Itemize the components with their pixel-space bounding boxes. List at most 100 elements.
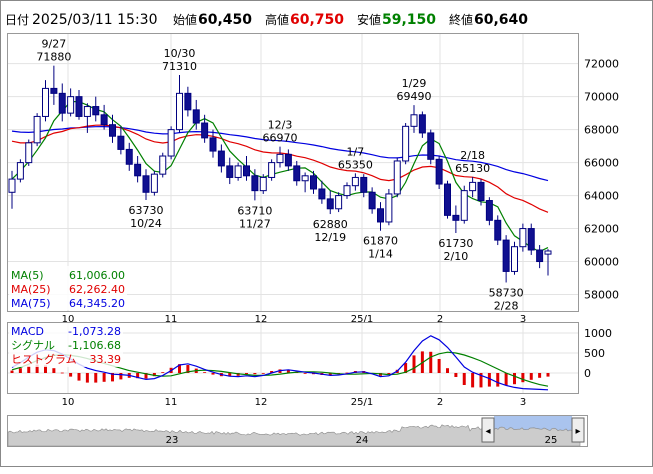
macd-hist-bar (27, 365, 31, 373)
date-label: 日付 (5, 13, 29, 27)
candle-body (519, 228, 527, 248)
candle-body (109, 124, 116, 137)
macd-hist-bar (487, 373, 491, 387)
candle-body (536, 249, 544, 263)
candle-body (192, 109, 200, 124)
price-x-tick: 12 (255, 314, 268, 325)
low-value: 59,150 (382, 12, 436, 28)
candle-body (435, 158, 443, 185)
candle-body (134, 163, 142, 177)
macd-hist-bar (245, 373, 248, 375)
macd-hist-bar (60, 372, 64, 374)
candle-body (251, 175, 259, 192)
candle-body (494, 219, 502, 241)
ma75-line (11, 125, 549, 182)
macd-hist-bar (136, 373, 140, 379)
macd-label: MACD (11, 325, 44, 338)
macd-hist-bar (228, 373, 232, 377)
hist-label: ヒストグラム (11, 352, 77, 366)
candle-body (318, 188, 326, 200)
price-x-tick: 3 (520, 314, 526, 325)
trough-date-label: 12/19 (314, 231, 346, 244)
candle-body (427, 132, 435, 160)
candle-body (368, 191, 376, 210)
candle-body (67, 96, 75, 114)
candle-body (511, 246, 518, 272)
macd-line (11, 335, 549, 391)
candle-body (150, 173, 158, 193)
macd-y-tick: 0 (584, 367, 591, 380)
peak-date-label: 9/27 (42, 38, 67, 51)
candle-body (360, 176, 368, 193)
macd-hist-bar (513, 373, 516, 385)
candle-body (33, 115, 41, 144)
ma25-label: MA(25) (11, 283, 51, 296)
macd-hist-bar (529, 373, 533, 380)
macd-y-tick: 1000 (584, 327, 612, 340)
macd-legend: MACD -1,073.28 シグナル -1,106.68 ヒストグラム 33.… (9, 323, 123, 367)
navigator-right-handle[interactable] (571, 417, 585, 443)
macd-hist-bar (152, 373, 156, 377)
macd-hist-bar (178, 364, 181, 373)
ma75-value: 64,345.20 (69, 297, 125, 310)
trough-value-label: 63710 (237, 204, 272, 217)
peak-date-label: 1/7 (347, 145, 365, 158)
candle-body (8, 178, 16, 193)
candle-body (50, 87, 58, 94)
macd-hist-bar (102, 373, 106, 382)
candle-body (343, 185, 351, 197)
macd-x-tick: 12 (255, 397, 268, 408)
peak-value-label: 69490 (397, 90, 432, 103)
ma5-label: MA(5) (11, 269, 44, 282)
peak-value-label: 71310 (162, 60, 197, 73)
navigator-label-23: 23 (166, 435, 179, 446)
macd-hist-bar (462, 373, 466, 385)
candle-body (16, 162, 24, 180)
candle-body (276, 153, 284, 164)
high-value: 60,750 (290, 12, 344, 28)
macd-hist-bar (538, 373, 542, 378)
macd-hist-bar (496, 373, 500, 387)
macd-hist-bar (77, 373, 81, 381)
peak-value-label: 66970 (263, 132, 298, 145)
macd-x-tick: 3 (520, 397, 526, 408)
candle-body (393, 160, 401, 195)
macd-hist-bar (52, 368, 56, 373)
price-x-axis: 10 11 12 25/1 2 3 (62, 314, 527, 325)
macd-hist-bar (429, 351, 433, 373)
candle-body (83, 106, 91, 117)
macd-hist-bar (328, 373, 332, 376)
candle-body (301, 175, 309, 182)
trough-date-label: 11/27 (239, 217, 271, 230)
date-value: 2025/03/11 15:30 (32, 12, 158, 28)
range-navigator[interactable]: ◂ ▸ 23 24 25 (7, 415, 588, 447)
candle-body (326, 198, 334, 210)
macd-hist-bar (261, 373, 265, 374)
candle-body (485, 200, 493, 221)
macd-hist-bar (203, 372, 207, 373)
macd-hist-bar (161, 372, 165, 373)
open-value: 60,450 (198, 12, 252, 28)
candle-body (460, 190, 468, 221)
navigator-left-handle[interactable] (481, 417, 495, 443)
macd-y-axis: 1000 500 0 (584, 327, 612, 380)
candle-body (92, 106, 100, 116)
candle-body (100, 114, 108, 126)
trough-date-label: 10/24 (130, 217, 162, 230)
macd-hist-bar (412, 355, 416, 373)
candle-body (477, 181, 485, 202)
low-label: 安値 (357, 12, 381, 27)
macd-x-tick: 25/1 (351, 397, 373, 408)
macd-hist-bar (404, 363, 408, 373)
trough-value-label: 61730 (438, 237, 473, 250)
macd-legend-bg (9, 323, 123, 367)
candle-body (544, 250, 552, 255)
trough-value-label: 62880 (313, 218, 348, 231)
open-label: 始値 (173, 12, 197, 27)
hist-value: 33.39 (90, 353, 122, 366)
macd-y-tick: 500 (584, 347, 605, 360)
high-label: 高値 (265, 12, 289, 27)
macd-hist-bar (211, 373, 215, 375)
candle-body (25, 142, 33, 164)
